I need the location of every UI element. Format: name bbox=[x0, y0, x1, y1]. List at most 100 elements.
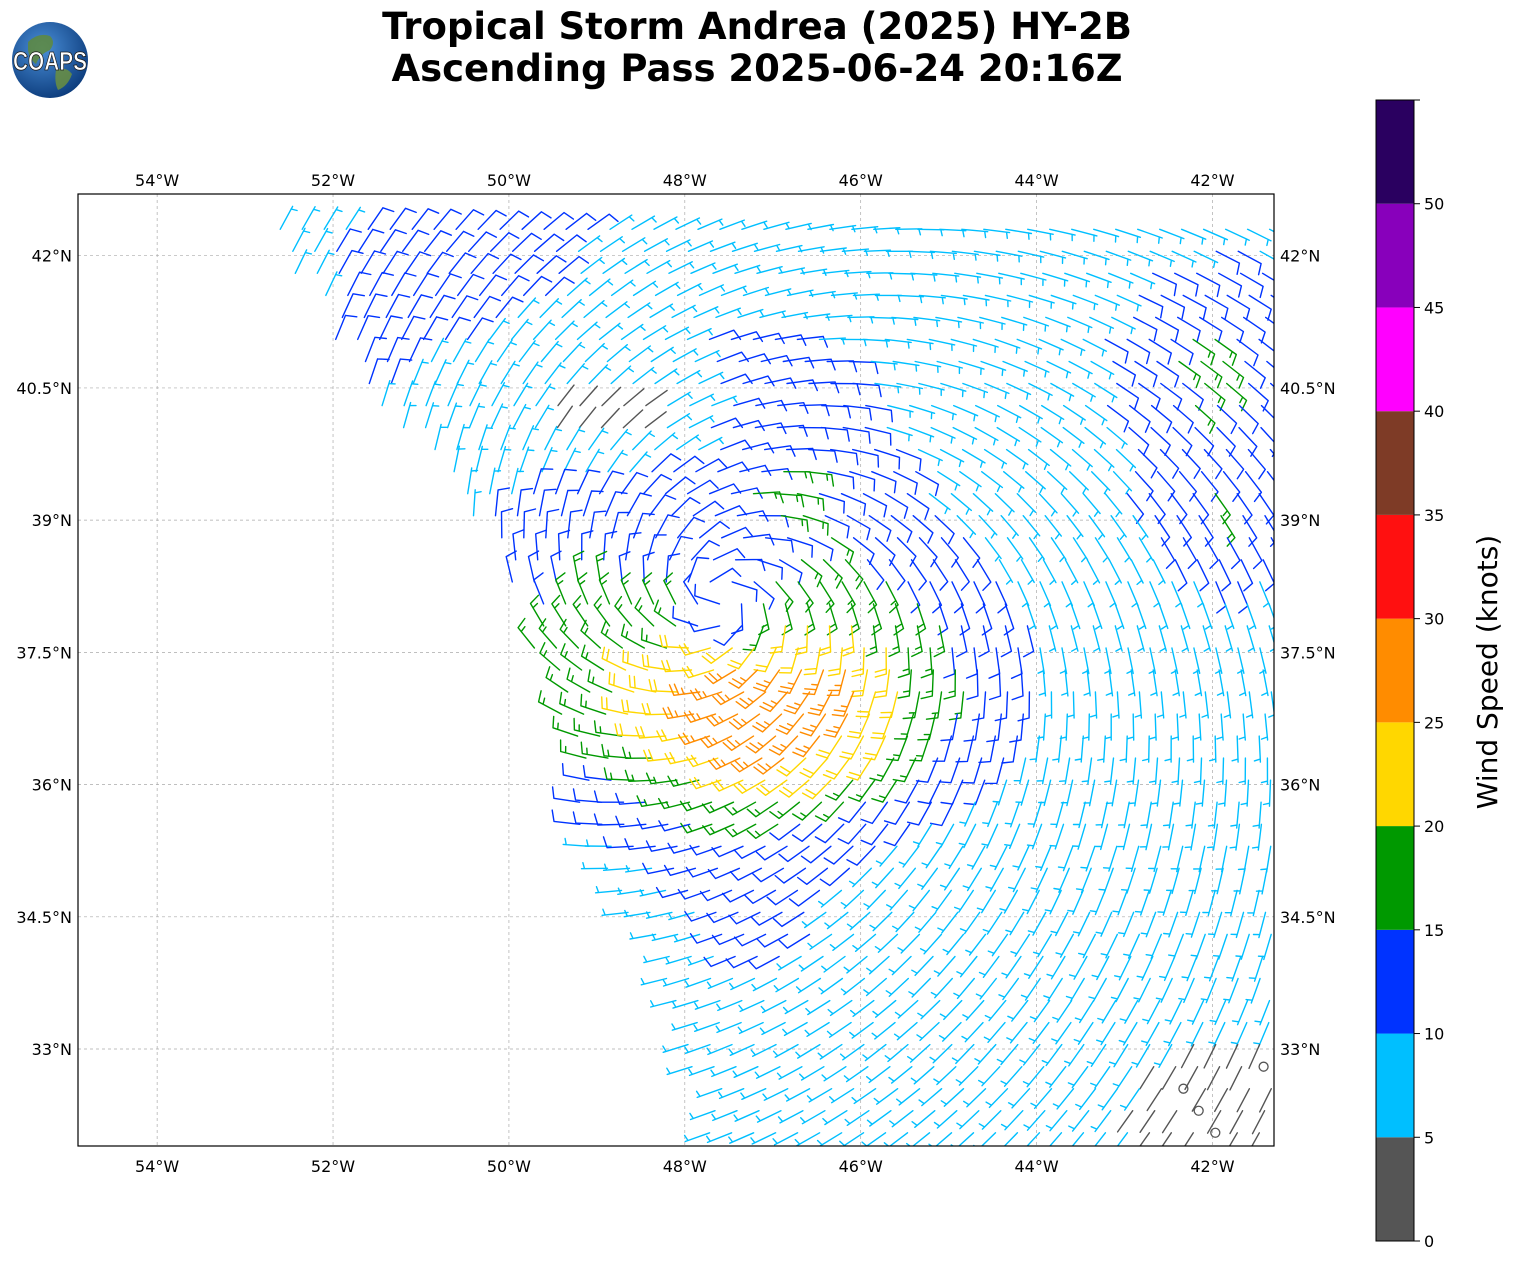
wind-barb bbox=[932, 272, 960, 283]
wind-barb bbox=[962, 867, 982, 892]
wind-barb bbox=[453, 445, 466, 473]
wind-barb bbox=[1114, 603, 1125, 630]
wind-barb bbox=[871, 471, 897, 494]
wind-barb bbox=[636, 817, 669, 830]
wind-barb bbox=[906, 493, 930, 520]
wind-barb bbox=[1260, 713, 1269, 741]
wind-barb bbox=[1148, 338, 1172, 365]
lat-tick-label-left: 37.5°N bbox=[16, 643, 72, 662]
wind-barb bbox=[1086, 1043, 1107, 1067]
wind-barb bbox=[761, 468, 793, 480]
wind-barb bbox=[1090, 1066, 1111, 1089]
wind-barb bbox=[1202, 625, 1212, 652]
wind-barb bbox=[552, 715, 579, 737]
wind-barb bbox=[918, 1088, 943, 1107]
wind-barb bbox=[918, 294, 946, 305]
wind-barb bbox=[1228, 1132, 1238, 1146]
wind-barb bbox=[816, 1132, 843, 1146]
wind-barb bbox=[677, 732, 711, 746]
wind-barb bbox=[1097, 735, 1106, 763]
wind-barb bbox=[955, 1066, 979, 1086]
wind-barb bbox=[778, 779, 810, 798]
wind-barb bbox=[664, 751, 697, 765]
wind-barb bbox=[659, 634, 689, 649]
wind-barb bbox=[937, 471, 961, 491]
wind-barb bbox=[1251, 1110, 1266, 1135]
wind-barb bbox=[1161, 1132, 1172, 1146]
wind-barb bbox=[666, 413, 693, 429]
wind-barb bbox=[1044, 515, 1062, 540]
wind-barb bbox=[778, 933, 811, 949]
wind-barb bbox=[1214, 338, 1237, 366]
wind-barb bbox=[1094, 1132, 1107, 1146]
wind-barb bbox=[1068, 955, 1088, 980]
wind-barb bbox=[676, 369, 703, 385]
wind-barb bbox=[871, 867, 894, 889]
wind-barb bbox=[1214, 493, 1231, 525]
wind-barb bbox=[490, 403, 508, 429]
wind-barb bbox=[1100, 933, 1118, 959]
wind-barb bbox=[1203, 955, 1220, 982]
wind-barb bbox=[774, 334, 807, 346]
wind-barb bbox=[961, 228, 989, 239]
wind-barb bbox=[775, 713, 805, 735]
wind-barb bbox=[1150, 426, 1171, 456]
wind-barb bbox=[602, 257, 628, 274]
wind-barb bbox=[391, 272, 417, 297]
wind-barb bbox=[1156, 360, 1180, 388]
map-frame bbox=[77, 193, 1275, 1147]
wind-barb bbox=[1150, 404, 1173, 434]
wind-barb bbox=[1094, 537, 1110, 563]
wind-barb bbox=[884, 1043, 909, 1063]
wind-barb bbox=[883, 823, 911, 847]
wind-barb bbox=[1007, 1088, 1031, 1109]
wind-barb bbox=[1177, 316, 1201, 343]
wind-barb bbox=[933, 1110, 958, 1129]
wind-barb bbox=[782, 1021, 808, 1037]
wind-barb bbox=[1116, 1132, 1129, 1146]
wind-barb bbox=[893, 1021, 918, 1041]
wind-barb bbox=[544, 362, 566, 385]
lon-tick-label-top: 54°W bbox=[135, 171, 179, 190]
wind-barb bbox=[588, 364, 612, 385]
wind-barb bbox=[473, 295, 501, 319]
wind-barb bbox=[874, 537, 896, 567]
wind-barb bbox=[533, 233, 565, 252]
wind-barb bbox=[301, 206, 321, 230]
wind-barb bbox=[544, 425, 563, 451]
wind-barb bbox=[694, 583, 721, 605]
wind-barb bbox=[753, 243, 781, 252]
wind-barb bbox=[821, 1066, 847, 1082]
wind-barb bbox=[975, 404, 1000, 423]
wind-barb bbox=[1262, 559, 1274, 592]
wind-barb bbox=[848, 603, 860, 636]
wind-barb bbox=[1062, 426, 1085, 448]
wind-barb bbox=[805, 999, 831, 1016]
wind-barb bbox=[1019, 404, 1043, 424]
wind-barb bbox=[604, 491, 628, 517]
wind-barb bbox=[897, 647, 910, 679]
calm-wind-circle bbox=[1178, 1083, 1189, 1094]
wind-barb bbox=[728, 713, 761, 730]
wind-barb bbox=[389, 207, 417, 230]
wind-barb bbox=[733, 845, 766, 859]
wind-barb bbox=[978, 625, 990, 658]
wind-barb bbox=[683, 572, 699, 605]
wind-barb bbox=[1214, 1088, 1229, 1113]
wind-barb bbox=[907, 1043, 931, 1063]
wind-barb bbox=[518, 340, 540, 363]
wind-barb bbox=[996, 1043, 1019, 1066]
wind-barb bbox=[860, 823, 889, 846]
wind-barb bbox=[545, 508, 560, 539]
wind-barb bbox=[863, 889, 886, 910]
wind-barb bbox=[756, 266, 783, 274]
wind-barb bbox=[478, 424, 493, 451]
wind-barb bbox=[888, 625, 901, 657]
wind-barb bbox=[672, 999, 699, 1009]
wind-barb bbox=[599, 236, 625, 252]
wind-barb bbox=[589, 510, 607, 539]
wind-barb bbox=[784, 1088, 811, 1102]
wind-barb bbox=[995, 581, 1008, 614]
wind-barb bbox=[719, 219, 746, 230]
wind-barb bbox=[663, 864, 697, 876]
